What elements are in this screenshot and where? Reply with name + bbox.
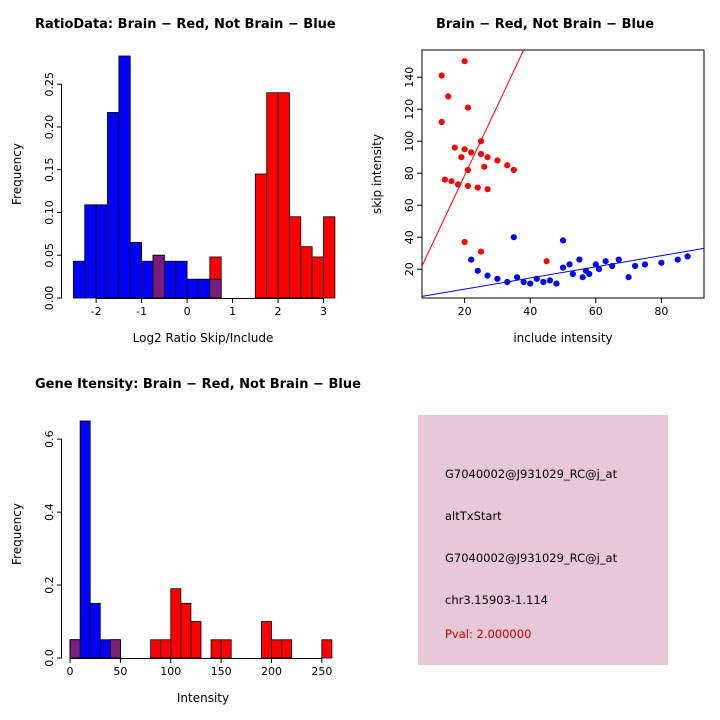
svg-text:140: 140 (403, 67, 416, 88)
svg-text:2: 2 (275, 305, 282, 318)
svg-text:1: 1 (229, 305, 236, 318)
ratio-histogram-title: RatioData: Brain − Red, Not Brain − Blue (35, 17, 336, 32)
svg-text:150: 150 (211, 665, 232, 678)
pval-text: Pval: 2.000000 (445, 627, 532, 641)
ratio-histogram-panel: -2 -1 0 1 2 3 0.00 0.05 0.10 0.15 0.20 0.25 RatioDa… (0, 0, 360, 360)
svg-text:200: 200 (261, 665, 282, 678)
svg-text:0.20: 0.20 (43, 115, 56, 140)
svg-text:0.05: 0.05 (43, 243, 56, 268)
svg-text:-1: -1 (136, 305, 147, 318)
svg-text:100: 100 (160, 665, 181, 678)
svg-text:50: 50 (113, 665, 127, 678)
svg-text:20: 20 (458, 305, 472, 318)
svg-text:0.10: 0.10 (43, 200, 56, 225)
svg-text:0.4: 0.4 (43, 503, 56, 521)
chromosome-location-text: chr3.15903-1.114 (445, 593, 548, 607)
svg-text:0: 0 (67, 665, 74, 678)
svg-text:40: 40 (523, 305, 537, 318)
svg-text:80: 80 (403, 166, 416, 180)
svg-text:120: 120 (403, 99, 416, 120)
gene-intensity-histogram-panel: 0 50 100 150 200 250 0.0 0.2 0.4 0.6 Gene Itensit… (0, 360, 361, 720)
svg-text:20: 20 (403, 262, 416, 276)
svg-text:3: 3 (320, 305, 327, 318)
ratio-histogram-x-axis-label: Log2 Ratio Skip/Include (132, 331, 274, 345)
intensity-scatter-chart: 20 40 60 80 20 40 60 80 100 120 140 (403, 49, 705, 318)
probe-id-text: G7040002@J931029_RC@j_at (445, 467, 618, 481)
info-panel: G7040002@J931029_RC@j_at altTxStart G704… (360, 360, 720, 720)
svg-text:0.15: 0.15 (43, 157, 56, 182)
svg-text:0.0: 0.0 (43, 649, 56, 667)
svg-text:0.25: 0.25 (43, 72, 56, 97)
probe-id-repeat-text: G7040002@J931029_RC@j_at (445, 551, 618, 565)
intensity-scatter-panel: 20 40 60 80 20 40 60 80 100 120 140 Brain − Red, N… (360, 0, 720, 360)
svg-text:60: 60 (589, 305, 603, 318)
gene-intensity-histogram-title: Gene Itensity: Brain − Red, Not Brain − … (35, 377, 361, 392)
svg-text:40: 40 (403, 230, 416, 244)
info-box: G7040002@J931029_RC@j_at altTxStart G704… (418, 415, 668, 665)
svg-text:0: 0 (184, 305, 191, 318)
svg-text:100: 100 (403, 131, 416, 152)
ratio-histogram-chart: -2 -1 0 1 2 3 0.00 0.05 0.10 0.15 0.20 0.25 (43, 55, 336, 318)
svg-text:250: 250 (311, 665, 332, 678)
svg-text:-2: -2 (91, 305, 102, 318)
svg-text:0.00: 0.00 (43, 286, 56, 311)
intensity-scatter-x-axis-label: include intensity (513, 331, 613, 345)
intensity-scatter-title: Brain − Red, Not Brain − Blue (435, 17, 655, 32)
intensity-scatter-y-axis-label: skip intensity (370, 134, 384, 214)
gene-intensity-histogram-y-axis-label: Frequency (10, 503, 24, 565)
svg-text:80: 80 (654, 305, 668, 318)
event-type-text: altTxStart (445, 509, 502, 523)
svg-text:0.2: 0.2 (43, 576, 56, 594)
svg-text:60: 60 (403, 198, 416, 212)
gene-intensity-histogram-x-axis-label: Intensity (176, 691, 230, 705)
ratio-histogram-y-axis-label: Frequency (10, 143, 24, 205)
svg-text:0.6: 0.6 (43, 430, 56, 448)
gene-intensity-histogram-chart: 0 50 100 150 200 250 0.0 0.2 0.4 0.6 (43, 420, 332, 678)
